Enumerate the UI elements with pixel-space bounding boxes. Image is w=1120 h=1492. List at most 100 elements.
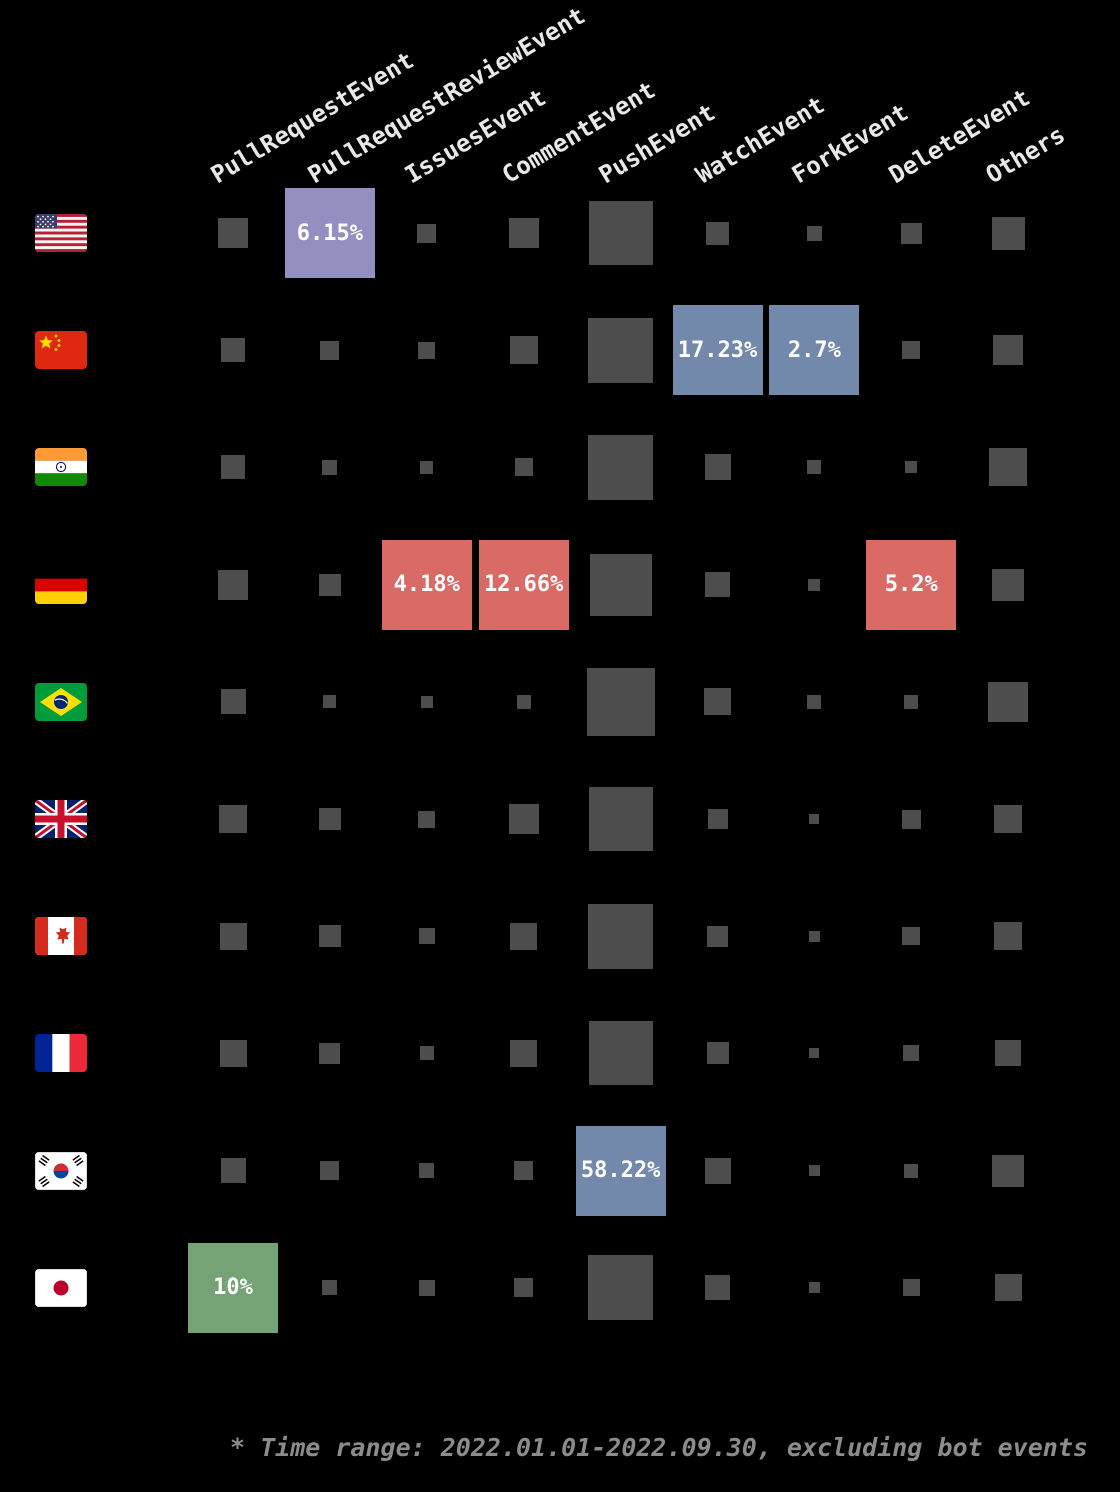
cell-cn-DeleteEvent[interactable]	[902, 341, 921, 360]
cell-br-WatchEvent[interactable]	[704, 688, 731, 716]
cell-in-IssuesEvent[interactable]	[420, 460, 434, 474]
cell-kr-PushEvent[interactable]: 58.22%	[575, 1125, 666, 1216]
time-range-note: * Time range: 2022.01.01-2022.09.30, exc…	[230, 1433, 1088, 1462]
cell-gb-PullRequestReviewEvent[interactable]	[318, 808, 341, 830]
cell-jp-WatchEvent[interactable]	[705, 1275, 730, 1301]
cell-jp-IssuesEvent[interactable]	[418, 1279, 435, 1296]
cell-de-WatchEvent[interactable]	[705, 572, 730, 598]
cell-ca-ForkEvent[interactable]	[808, 930, 820, 942]
cell-us-WatchEvent[interactable]	[706, 221, 729, 245]
cell-us-DeleteEvent[interactable]	[900, 222, 922, 244]
cell-br-PullRequestReviewEvent[interactable]	[323, 695, 337, 709]
cell-in-ForkEvent[interactable]	[807, 460, 822, 475]
cell-kr-CommentEvent[interactable]	[514, 1161, 534, 1181]
cell-ca-CommentEvent[interactable]	[510, 922, 538, 950]
cell-gb-IssuesEvent[interactable]	[418, 810, 436, 828]
cell-in-WatchEvent[interactable]	[704, 454, 731, 481]
cell-gb-DeleteEvent[interactable]	[901, 809, 921, 829]
cell-jp-PushEvent[interactable]	[588, 1255, 654, 1321]
cell-in-PushEvent[interactable]	[588, 434, 654, 500]
cell-br-ForkEvent[interactable]	[807, 694, 822, 709]
cell-br-PushEvent[interactable]	[586, 667, 655, 736]
cell-kr-Others[interactable]	[992, 1154, 1025, 1187]
cell-us-PullRequestReviewEvent[interactable]: 6.15%	[284, 188, 375, 278]
cell-us-PushEvent[interactable]	[588, 201, 653, 265]
cell-us-CommentEvent[interactable]	[508, 218, 539, 248]
flag-us-icon	[35, 214, 87, 252]
cell-ca-WatchEvent[interactable]	[707, 925, 728, 947]
cell-fr-ForkEvent[interactable]	[809, 1048, 820, 1059]
flag-fr-icon	[35, 1034, 87, 1073]
cell-jp-Others[interactable]	[994, 1274, 1022, 1302]
cell-de-ForkEvent[interactable]	[808, 578, 821, 591]
cell-cn-PullRequestEvent[interactable]	[221, 338, 245, 363]
cell-cn-IssuesEvent[interactable]	[418, 341, 436, 359]
cell-de-PushEvent[interactable]	[589, 553, 652, 616]
cell-jp-PullRequestReviewEvent[interactable]	[322, 1280, 338, 1296]
cell-jp-PullRequestEvent[interactable]: 10%	[188, 1242, 278, 1333]
cell-fr-Others[interactable]	[995, 1040, 1022, 1067]
flag-jp-icon	[35, 1268, 87, 1307]
flag-de-icon	[35, 565, 87, 604]
cell-in-PullRequestEvent[interactable]	[221, 455, 245, 480]
cell-de-PullRequestReviewEvent[interactable]	[318, 573, 341, 596]
cell-cn-PushEvent[interactable]	[588, 317, 654, 383]
cell-us-ForkEvent[interactable]	[806, 225, 822, 241]
cell-gb-PushEvent[interactable]	[588, 787, 653, 851]
cell-kr-DeleteEvent[interactable]	[904, 1163, 919, 1178]
cell-de-Others[interactable]	[992, 568, 1025, 601]
cell-fr-PushEvent[interactable]	[588, 1021, 653, 1086]
cell-cn-ForkEvent[interactable]: 2.7%	[769, 305, 860, 396]
cell-br-PullRequestEvent[interactable]	[220, 689, 246, 715]
cell-ca-IssuesEvent[interactable]	[418, 928, 435, 945]
cell-br-IssuesEvent[interactable]	[420, 695, 433, 708]
flag-in-icon	[35, 448, 87, 487]
cell-ca-Others[interactable]	[994, 922, 1023, 951]
cell-ca-DeleteEvent[interactable]	[902, 927, 921, 946]
cell-br-Others[interactable]	[988, 681, 1029, 722]
cell-jp-CommentEvent[interactable]	[514, 1278, 534, 1298]
cell-us-Others[interactable]	[991, 216, 1025, 250]
cell-gb-Others[interactable]	[994, 805, 1023, 833]
flag-cn-icon	[35, 331, 87, 370]
cell-in-Others[interactable]	[989, 448, 1028, 487]
cell-us-PullRequestEvent[interactable]	[218, 218, 248, 248]
cell-kr-WatchEvent[interactable]	[704, 1157, 731, 1184]
cell-jp-DeleteEvent[interactable]	[902, 1279, 920, 1297]
cell-gb-WatchEvent[interactable]	[707, 809, 728, 829]
cell-fr-DeleteEvent[interactable]	[903, 1045, 920, 1062]
flag-ca-icon	[35, 917, 87, 956]
cell-gb-CommentEvent[interactable]	[508, 804, 539, 834]
cell-cn-PullRequestReviewEvent[interactable]	[320, 340, 340, 360]
cell-gb-PullRequestEvent[interactable]	[219, 805, 247, 833]
flag-br-icon	[35, 682, 87, 721]
cell-de-DeleteEvent[interactable]: 5.2%	[866, 539, 957, 630]
cell-in-CommentEvent[interactable]	[514, 458, 533, 477]
cell-jp-ForkEvent[interactable]	[808, 1282, 820, 1294]
cell-us-IssuesEvent[interactable]	[417, 223, 437, 243]
cell-ca-PushEvent[interactable]	[588, 903, 654, 969]
cell-cn-Others[interactable]	[993, 335, 1024, 366]
cell-br-DeleteEvent[interactable]	[904, 694, 919, 709]
cell-kr-IssuesEvent[interactable]	[419, 1163, 435, 1179]
cell-fr-CommentEvent[interactable]	[510, 1039, 538, 1067]
cell-fr-IssuesEvent[interactable]	[419, 1046, 434, 1061]
cell-kr-ForkEvent[interactable]	[808, 1165, 820, 1177]
flag-kr-icon	[35, 1151, 87, 1190]
cell-ca-PullRequestReviewEvent[interactable]	[318, 925, 341, 948]
cell-de-PullRequestEvent[interactable]	[218, 569, 248, 600]
cell-in-DeleteEvent[interactable]	[905, 461, 918, 474]
cell-fr-PullRequestEvent[interactable]	[219, 1039, 247, 1067]
cell-de-IssuesEvent[interactable]: 4.18%	[381, 539, 472, 630]
cell-in-PullRequestReviewEvent[interactable]	[322, 459, 338, 475]
cell-fr-WatchEvent[interactable]	[706, 1042, 729, 1065]
cell-cn-CommentEvent[interactable]	[509, 336, 538, 365]
cell-kr-PullRequestEvent[interactable]	[220, 1158, 246, 1184]
cell-cn-WatchEvent[interactable]: 17.23%	[672, 305, 763, 396]
cell-de-CommentEvent[interactable]: 12.66%	[478, 539, 569, 630]
cell-ca-PullRequestEvent[interactable]	[219, 922, 247, 950]
cell-fr-PullRequestReviewEvent[interactable]	[319, 1042, 341, 1064]
cell-gb-ForkEvent[interactable]	[809, 814, 820, 824]
cell-kr-PullRequestReviewEvent[interactable]	[320, 1161, 340, 1181]
cell-br-CommentEvent[interactable]	[516, 694, 531, 709]
